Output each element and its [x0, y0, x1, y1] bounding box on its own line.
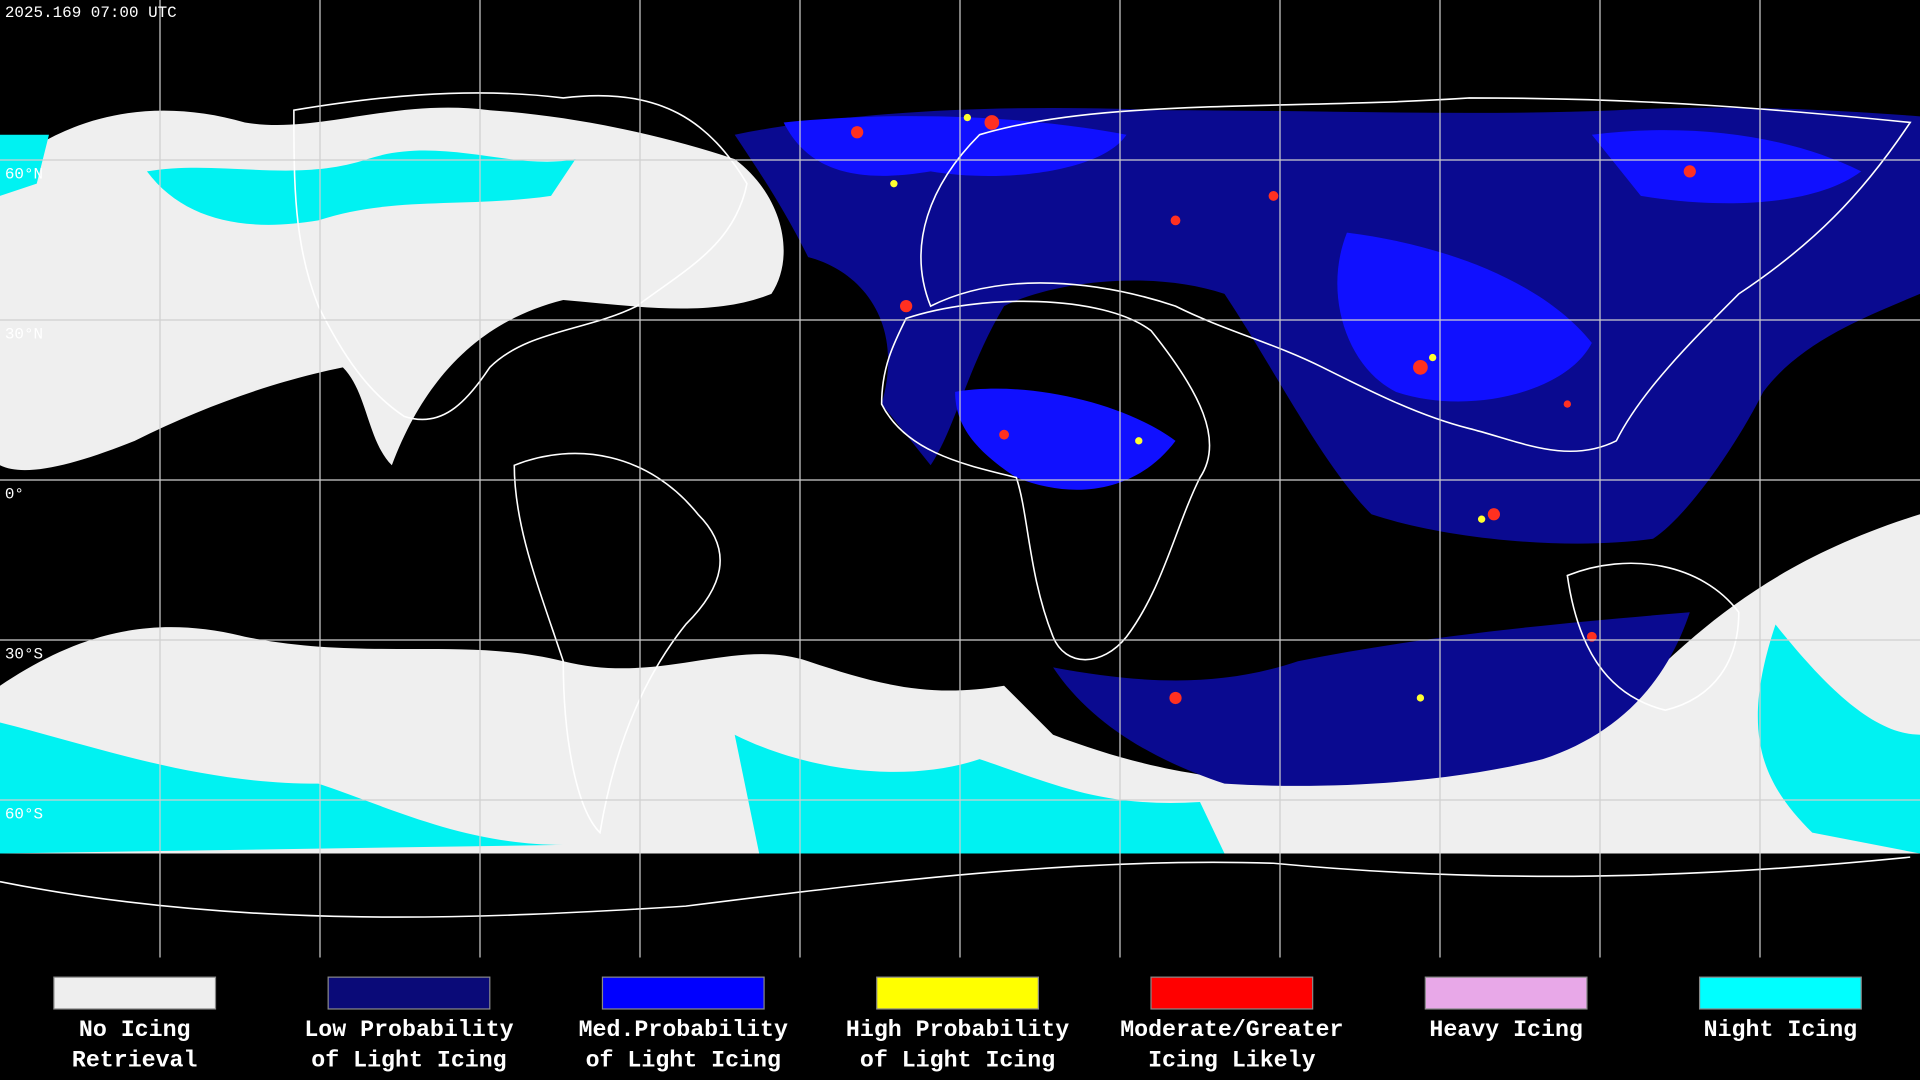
low-icing-area — [734, 107, 1920, 544]
legend-label: Med.Probability — [579, 1017, 788, 1043]
legend-swatch — [1698, 976, 1862, 1010]
graticule — [0, 0, 1920, 958]
coast-australia — [1566, 562, 1740, 712]
coast-eurasia — [920, 97, 1912, 453]
icing-speckles — [890, 113, 1486, 702]
coast-south-america — [513, 452, 721, 835]
low-icing-area — [1053, 612, 1690, 786]
legend-label: Low Probability — [304, 1017, 513, 1043]
night-icing-area — [0, 134, 576, 225]
legend-label: of Light Icing — [860, 1048, 1055, 1074]
legend-label: No Icing — [79, 1017, 191, 1043]
legend-swatch — [1150, 976, 1314, 1010]
legend-label: Heavy Icing — [1429, 1017, 1582, 1043]
legend-label: Retrieval — [72, 1048, 198, 1074]
legend-label: High Probability — [846, 1017, 1069, 1043]
legend-label: Night Icing — [1704, 1017, 1857, 1043]
legend-swatch — [876, 976, 1039, 1010]
map-labels: 2025.169 07:00 UTC 60°N 30°N 0° 30°S 60°S — [5, 4, 177, 823]
legend-label: Moderate/Greater — [1120, 1017, 1343, 1043]
legend-swatch — [53, 976, 217, 1010]
legend-swatch — [601, 976, 765, 1010]
latitude-label: 30°N — [5, 325, 43, 343]
timestamp: 2025.169 07:00 UTC — [5, 4, 177, 22]
coastlines — [0, 92, 1912, 918]
legend-label: of Light Icing — [586, 1048, 781, 1074]
icing-speckles — [851, 115, 1696, 705]
legend-label: Icing Likely — [1148, 1048, 1315, 1074]
latitude-label: 30°S — [5, 645, 43, 663]
latitude-label: 0° — [5, 485, 24, 503]
coast-antarctica — [0, 856, 1911, 918]
legend-label: of Light Icing — [311, 1048, 506, 1074]
med-icing-area — [783, 116, 1862, 490]
legend-swatch — [1424, 976, 1588, 1010]
latitude-label: 60°N — [5, 165, 43, 183]
coast-north-america — [293, 92, 748, 421]
latitude-label: 60°S — [5, 805, 43, 823]
legend-swatch — [327, 976, 491, 1010]
legend: No Icing Retrieval Low Probability of Light… — [53, 976, 1862, 1074]
